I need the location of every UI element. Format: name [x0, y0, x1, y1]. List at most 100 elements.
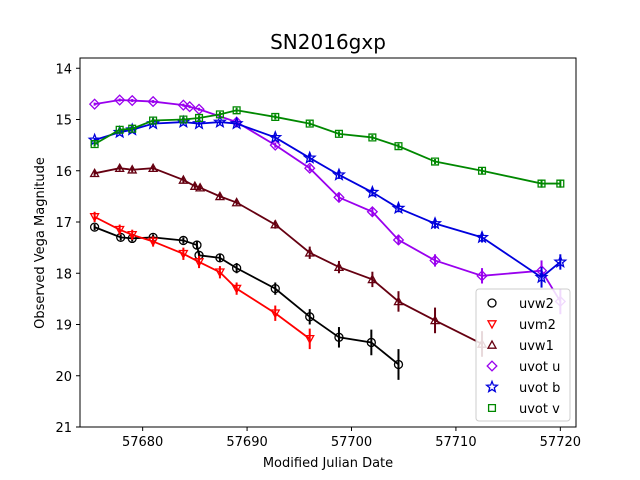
data-point-uvot-u [147, 95, 159, 108]
data-point-uvot-v [394, 142, 403, 151]
data-point-uvot-b [474, 229, 490, 244]
data-point-uvw2 [178, 235, 189, 246]
data-point-uvw1 [178, 174, 189, 184]
y-tick-label: 20 [55, 370, 72, 385]
data-point-uvot-v [271, 112, 280, 121]
y-tick-label: 15 [55, 114, 72, 129]
data-point-uvot-u [269, 139, 281, 151]
legend-marker-uvw1 [486, 339, 498, 349]
data-point-uvm2 [214, 268, 226, 278]
data-point-uvot-b [331, 167, 347, 181]
series-line-uvot-b [94, 121, 561, 279]
x-tick-label: 57720 [540, 435, 581, 450]
series-uvot-v [90, 106, 565, 188]
data-point-uvw2 [334, 332, 344, 342]
data-point-uvw2 [215, 253, 225, 263]
data-point-uvot-v [115, 125, 124, 134]
legend-box [475, 288, 571, 422]
data-point-uvot-v [430, 157, 440, 166]
data-point-uvot-v [149, 116, 158, 125]
plot-series-group [87, 94, 568, 380]
data-point-uvot-b [391, 200, 406, 215]
data-point-uvm2 [270, 309, 281, 319]
data-point-uvw1 [393, 296, 404, 306]
legend-marker-uvot-b [484, 379, 500, 393]
legend-marker-uvot-u [486, 360, 498, 372]
data-point-uvw2 [192, 240, 202, 250]
data-point-uvw1 [147, 162, 159, 173]
data-point-uvot-v [556, 179, 565, 188]
data-point-uvw2 [116, 232, 126, 243]
legend-marker-uvw2 [487, 298, 497, 308]
legend-marker-uvm2 [486, 320, 498, 330]
legend-label-uvw2: uvw2 [519, 297, 554, 312]
data-point-uvw1 [270, 219, 281, 229]
legend-marker-uvot-v [487, 403, 497, 413]
x-tick-label: 57710 [435, 435, 476, 450]
data-point-uvw2 [366, 337, 376, 348]
data-point-uvot-u [429, 254, 441, 267]
data-point-uvot-v [179, 115, 188, 124]
legend-label-uvot-u: uvot u [519, 360, 560, 375]
data-point-uvw1 [231, 197, 242, 207]
data-point-uvot-v [215, 110, 224, 119]
data-point-uvot-u [366, 206, 379, 218]
data-point-uvot-u [392, 234, 405, 246]
data-point-uvot-v [334, 129, 344, 138]
data-point-uvot-v [194, 113, 204, 123]
data-point-uvw1 [429, 315, 441, 325]
data-point-uvot-u [126, 94, 138, 107]
data-point-uvot-u [476, 270, 488, 282]
legend-label-uvot-b: uvot b [519, 381, 560, 396]
data-point-uvot-b [553, 254, 568, 268]
data-point-uvot-v [305, 119, 314, 128]
series-uvot-u [88, 94, 567, 315]
series-line-uvw1 [94, 167, 483, 345]
legend: uvw2 uvm2 uvw1 uvot u uvot b uvot v [475, 288, 571, 422]
data-point-uvot-v [128, 124, 137, 133]
data-point-uvot-u [304, 162, 316, 174]
data-point-uvot-b [534, 269, 549, 284]
data-point-uvw1 [367, 274, 378, 284]
data-point-uvw2 [393, 359, 404, 370]
series-line-uvm2 [94, 216, 311, 340]
data-point-uvot-u [177, 99, 190, 111]
plot-frame [79, 57, 577, 428]
x-tick-label: 57680 [122, 435, 163, 450]
data-point-uvot-u [230, 116, 243, 128]
data-point-uvot-b [365, 184, 380, 199]
data-point-uvot-u [88, 98, 101, 110]
data-point-uvw2 [231, 263, 242, 273]
data-point-uvot-v [368, 133, 377, 142]
data-point-uvot-v [537, 179, 546, 188]
data-point-uvw1 [89, 167, 100, 178]
y-tick-label: 21 [55, 421, 72, 436]
data-point-uvot-v [477, 166, 487, 175]
y-tick-label: 14 [55, 62, 72, 77]
data-point-uvm2 [147, 237, 159, 247]
data-point-uvw1 [114, 162, 125, 173]
y-tick-label: 19 [55, 319, 72, 334]
data-point-uvot-b [427, 216, 443, 230]
data-point-uvm2 [178, 249, 189, 260]
data-point-uvw2 [305, 312, 315, 322]
legend-label-uvm2: uvm2 [519, 318, 556, 333]
data-point-uvw1 [333, 261, 345, 271]
data-point-uvot-b [268, 130, 283, 144]
y-tick-label: 16 [55, 165, 72, 180]
y-axis-label: Observed Vega Magnitude [33, 157, 48, 329]
data-point-uvw1 [194, 182, 206, 192]
y-tick-label: 18 [55, 267, 72, 282]
data-point-uvot-b [212, 114, 227, 129]
y-tick-label: 17 [55, 216, 72, 231]
data-point-uvot-u [333, 191, 345, 204]
chart-title: SN2016gxp [270, 30, 386, 54]
legend-label-uvot-v: uvot v [519, 402, 560, 417]
data-point-uvm2 [127, 230, 138, 241]
x-axis-label: Modified Julian Date [263, 456, 393, 471]
plot-area [87, 94, 568, 380]
data-point-uvw1 [127, 164, 138, 174]
x-tick-label: 57700 [331, 435, 372, 450]
data-point-uvw1 [304, 247, 315, 257]
